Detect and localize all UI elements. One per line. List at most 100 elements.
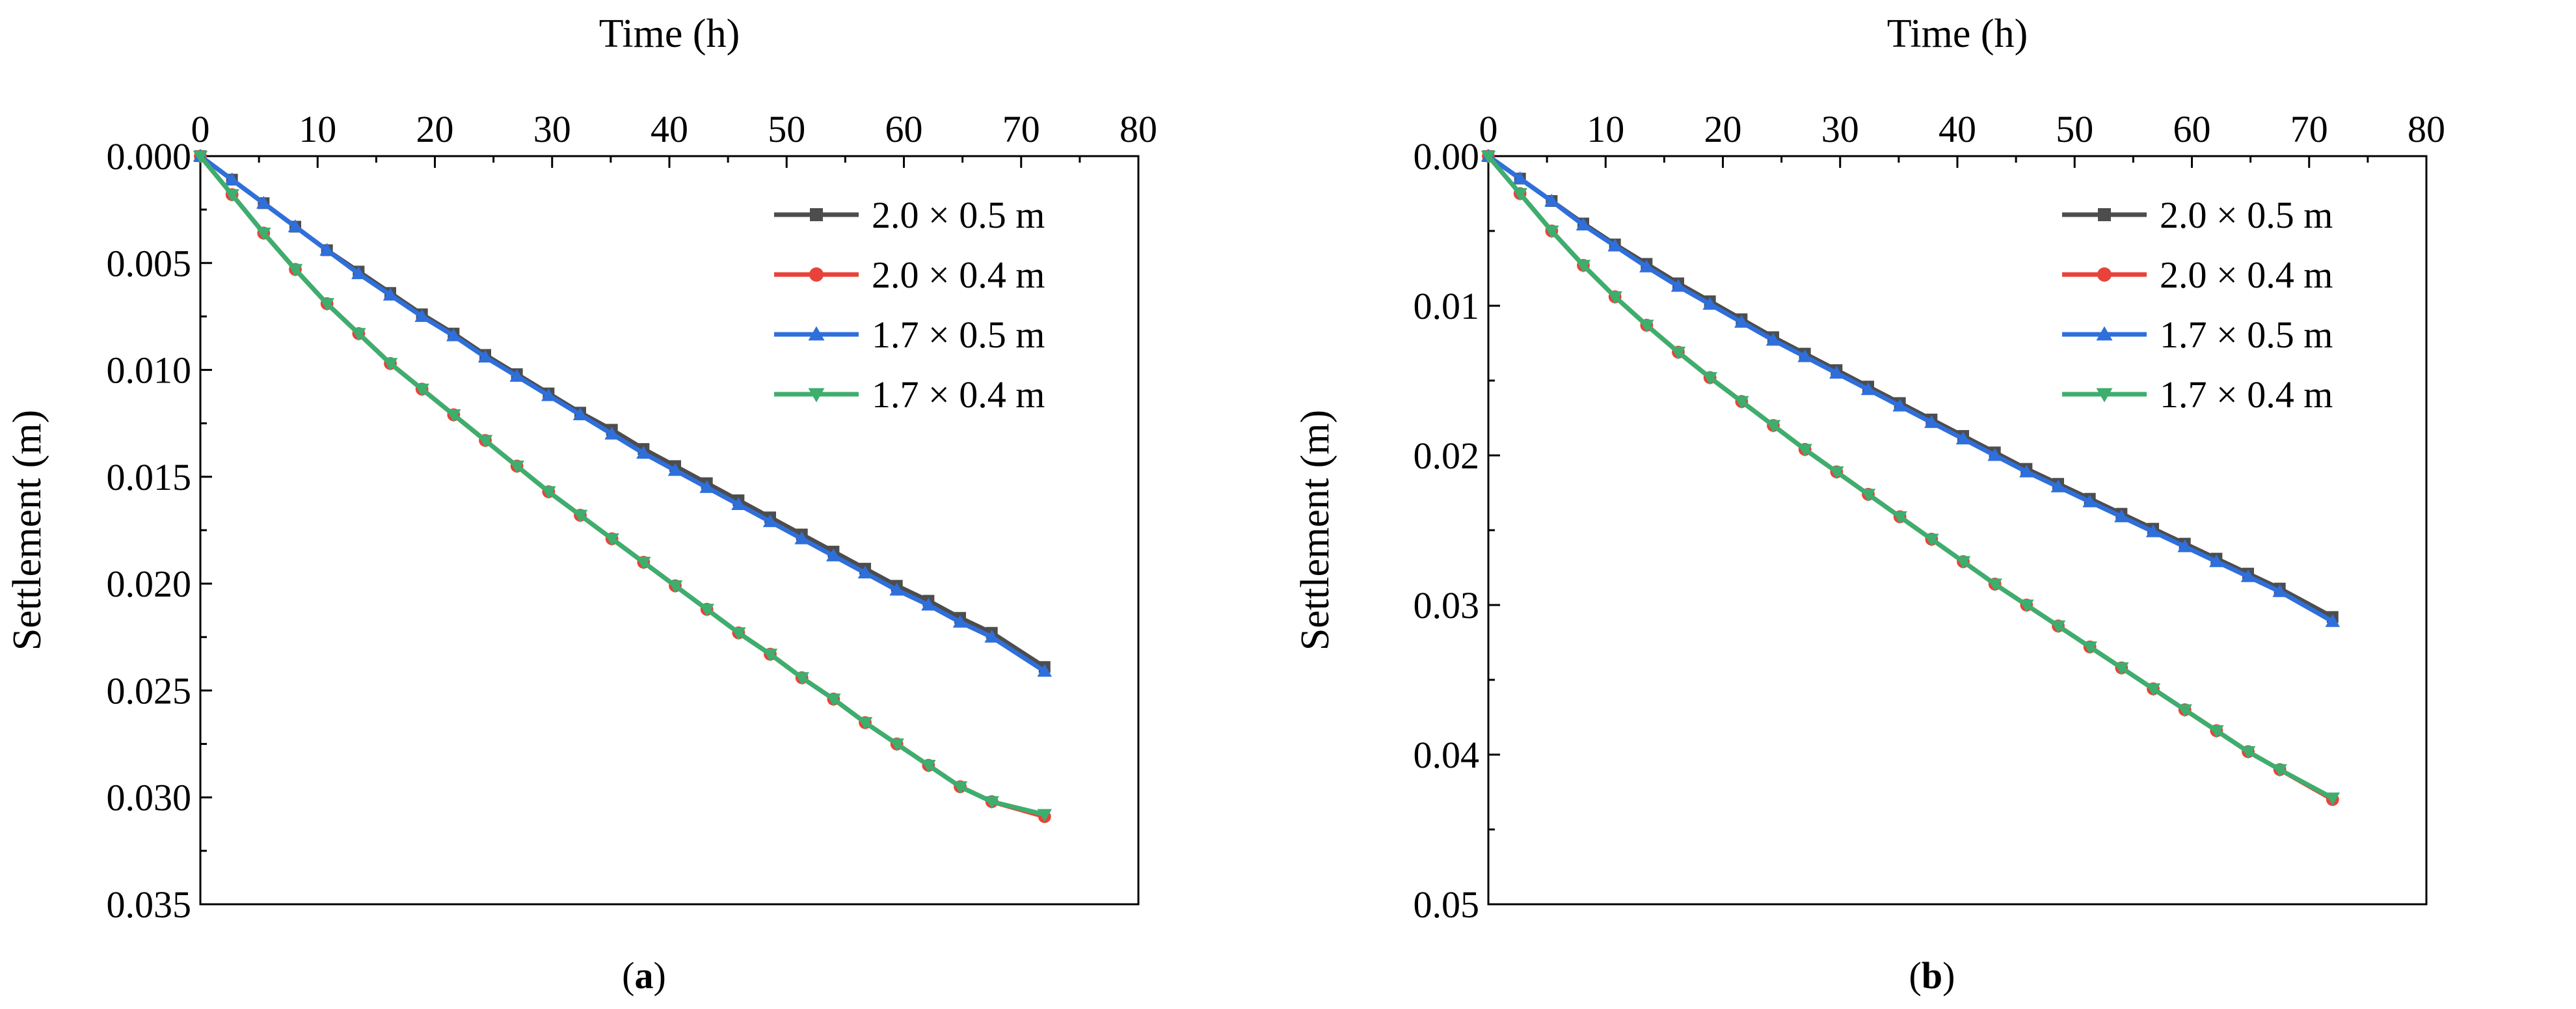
y-tick-label: 0.020: [107, 563, 192, 605]
data-point: [351, 266, 366, 280]
legend-label: 2.0 × 0.4 m: [872, 254, 1045, 296]
y-tick-label: 0.04: [1414, 734, 1480, 776]
data-point: [1955, 556, 1971, 569]
data-point: [1576, 217, 1591, 231]
data-point: [921, 759, 936, 773]
data-point: [826, 693, 841, 706]
data-point: [2272, 584, 2287, 597]
data-point: [509, 460, 524, 474]
data-point: [414, 309, 429, 322]
data-point: [1670, 278, 1686, 292]
data-point: [2240, 569, 2256, 582]
y-tick-label: 0.02: [1414, 435, 1480, 477]
settlement-chart-a: 0 10 20 30 40 50 60 70 80 0.000 0.005 0.010 0.015 0.0…: [5, 12, 1157, 926]
data-point: [636, 446, 651, 459]
data-point: [256, 227, 271, 241]
data-point: [1607, 238, 1622, 252]
data-point: [826, 548, 841, 561]
data-point: [1037, 809, 1053, 822]
x-tick-label: 40: [651, 108, 688, 150]
data-point: [572, 509, 588, 523]
data-point: [382, 288, 398, 301]
data-point: [1734, 396, 1749, 409]
data-point: [2082, 641, 2097, 654]
data-point: [1829, 366, 1844, 379]
legend-marker: [808, 388, 825, 403]
x-axis-title: Time (h): [599, 12, 740, 56]
data-point: [699, 604, 714, 617]
data-point: [1639, 319, 1654, 333]
data-point: [794, 531, 809, 545]
legend-item: 1.7 × 0.5 m: [2062, 314, 2333, 356]
data-point: [1924, 533, 1939, 547]
legend-item: 1.7 × 0.4 m: [774, 373, 1045, 416]
data-point: [2325, 614, 2341, 627]
data-point: [2082, 494, 2097, 507]
data-point: [604, 426, 619, 440]
data-point: [857, 717, 873, 730]
data-point: [1639, 259, 1654, 273]
y-tick-label: 0.005: [107, 242, 192, 284]
y-tick-label: 0.015: [107, 456, 192, 498]
x-tick-label: 40: [1939, 108, 1976, 150]
y-tick-label: 0.010: [107, 349, 192, 392]
data-point: [762, 514, 778, 528]
data-point: [1829, 466, 1844, 479]
series-line: [1486, 154, 2334, 802]
x-axis-title: Time (h): [1887, 12, 2028, 56]
settlement-chart-b: 0 10 20 30 40 50 60 70 80 0.00 0.01 0.02 0.03 0.04 0.0…: [1293, 12, 2445, 926]
legend-label: 1.7 × 0.5 m: [2160, 314, 2333, 356]
data-point: [2209, 725, 2224, 738]
data-point: [2114, 662, 2129, 675]
data-point: [1924, 415, 1939, 428]
legend-item: 2.0 × 0.4 m: [774, 254, 1045, 296]
data-point: [1860, 382, 1876, 396]
data-point: [2050, 479, 2066, 492]
data-point: [1544, 225, 1559, 239]
data-point: [1987, 448, 2002, 461]
data-point: [288, 263, 303, 277]
data-point: [1797, 444, 1812, 457]
legend-item: 1.7 × 0.5 m: [774, 314, 1045, 356]
data-point: [2272, 764, 2287, 777]
legend-item: 2.0 × 0.4 m: [2062, 254, 2333, 296]
legend-label: 2.0 × 0.4 m: [2160, 254, 2333, 296]
x-tick-label: 0: [1479, 108, 1498, 150]
y-tick-label: 0.03: [1414, 584, 1480, 626]
data-point: [541, 486, 556, 500]
legend-item: 2.0 × 0.5 m: [774, 194, 1045, 236]
series-line: [1486, 154, 2334, 800]
legend-label: 2.0 × 0.5 m: [2160, 194, 2333, 236]
data-point: [477, 349, 493, 363]
data-point: [604, 533, 619, 546]
data-point: [889, 738, 904, 751]
x-tick-label: 70: [1002, 108, 1040, 150]
legend-marker: [2098, 208, 2111, 221]
data-point: [952, 615, 968, 628]
x-tick-label: 50: [768, 108, 805, 150]
data-point: [2145, 524, 2161, 537]
data-point: [667, 580, 683, 593]
legend-label: 1.7 × 0.5 m: [872, 314, 1045, 356]
legend-marker: [2096, 326, 2113, 341]
y-tick-label: 0.05: [1414, 883, 1480, 926]
x-tick-label: 10: [299, 108, 336, 150]
data-point: [288, 219, 303, 232]
data-point: [541, 388, 556, 401]
data-point: [2114, 509, 2129, 522]
data-point: [1892, 398, 1907, 412]
data-point: [1544, 193, 1559, 207]
data-point: [319, 298, 334, 311]
legend-label: 2.0 × 0.5 m: [872, 194, 1045, 236]
data-point: [1765, 332, 1781, 346]
x-tick-label: 20: [416, 108, 454, 150]
data-point: [889, 582, 904, 596]
y-tick-label: 0.035: [107, 883, 192, 926]
data-point: [2019, 599, 2034, 613]
y-tick-label: 0.00: [1414, 135, 1480, 178]
y-tick-label: 0.030: [107, 777, 192, 819]
x-tick-label: 0: [191, 108, 210, 150]
data-point: [1670, 346, 1686, 360]
data-point: [1607, 291, 1622, 304]
x-tick-label: 70: [2290, 108, 2328, 150]
